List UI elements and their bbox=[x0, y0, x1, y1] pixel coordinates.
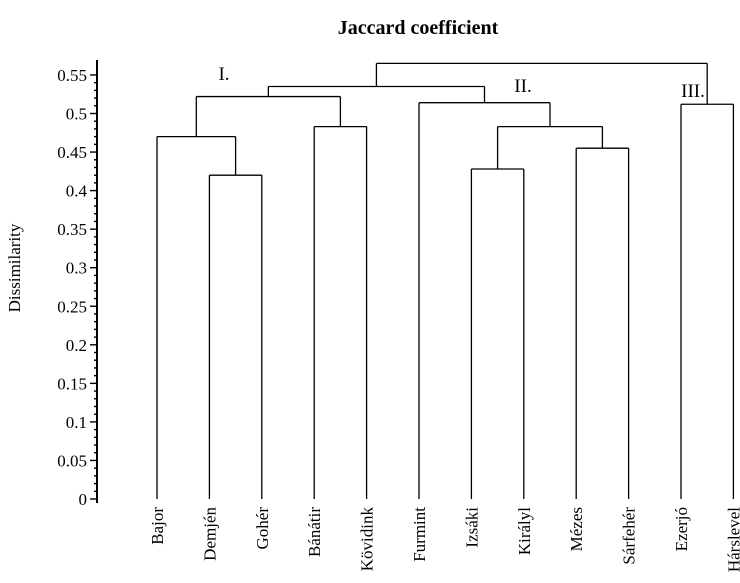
leaf-label: Bajor bbox=[148, 507, 167, 545]
y-tick-label: 0 bbox=[79, 490, 88, 509]
leaf-label: Ezerjó bbox=[672, 507, 691, 551]
y-tick-label: 0.5 bbox=[66, 105, 87, 124]
leaf-label: Kövidink bbox=[358, 507, 377, 572]
y-tick-label: 0.3 bbox=[66, 259, 87, 278]
leaf-label: Sárfehér bbox=[620, 507, 639, 565]
y-tick-label: 0.15 bbox=[57, 374, 87, 393]
cluster-label: I. bbox=[218, 64, 229, 85]
y-tick-label: 0.05 bbox=[57, 451, 87, 470]
leaf-label: Gohér bbox=[253, 507, 272, 550]
cluster-labels: I. II. III. bbox=[218, 64, 704, 102]
dendrogram-links bbox=[156, 62, 735, 499]
leaf-label: Izsáki bbox=[462, 507, 481, 548]
leaf-label: Demjén bbox=[200, 507, 219, 561]
leaf-label: Mézes bbox=[567, 507, 586, 551]
y-tick-label: 0.1 bbox=[66, 413, 87, 432]
y-tick-label: 0.55 bbox=[57, 66, 87, 85]
y-tick-label: 0.2 bbox=[66, 336, 87, 355]
cluster-label: III. bbox=[681, 81, 705, 102]
cluster-label: II. bbox=[514, 76, 531, 97]
leaf-labels: Bajor Demjén Gohér Bánátir Kövidink Furmint Iz… bbox=[148, 507, 740, 573]
y-axis-label: Dissimilarity bbox=[5, 223, 24, 312]
leaf-label: Királyl bbox=[515, 507, 534, 555]
leaf-label: Hárslevel bbox=[724, 507, 740, 572]
leaf-label: Bánátir bbox=[305, 507, 324, 557]
y-tick-label: 0.35 bbox=[57, 220, 87, 239]
y-tick-label: 0.25 bbox=[57, 297, 87, 316]
y-tick-label: 0.45 bbox=[57, 143, 87, 162]
leaf-label: Furmint bbox=[410, 507, 429, 562]
y-axis-ticks: 0 0.05 0.1 0.15 0.2 0.25 0.3 0.35 0.4 0.45 0.5 0.55 bbox=[57, 66, 97, 509]
y-tick-label: 0.4 bbox=[66, 182, 88, 201]
chart-title: Jaccard coefficient bbox=[338, 17, 499, 39]
